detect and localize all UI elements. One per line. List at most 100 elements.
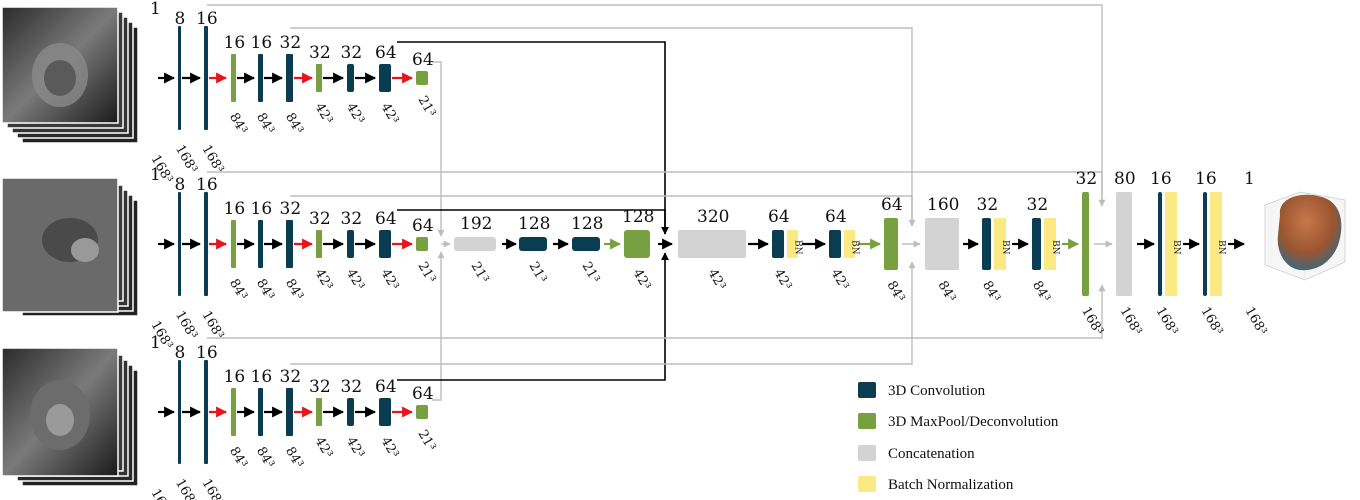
bottleneck-block-0 (454, 237, 496, 251)
decoder-dim-label-2: 42³ (828, 267, 852, 293)
encoder3-dim-label-5: 84³ (282, 445, 306, 471)
encoder1-dim-label-7: 42³ (343, 101, 367, 127)
flow-arrows (158, 72, 1246, 418)
skip-black-bottom (397, 252, 669, 381)
decoder-block-2 (829, 230, 841, 258)
bottleneck-block-1 (519, 237, 547, 251)
skip-84-middle (290, 195, 913, 226)
batchnorm-label-2: BN (850, 240, 860, 255)
encoder1-conv-block-7 (347, 64, 354, 92)
decoder-channel-label-9: 16 (1150, 169, 1172, 189)
decoder-channel-label-5: 32 (977, 195, 999, 215)
output-3d-segmentation (1264, 191, 1346, 281)
decoder-dim-label-6: 84³ (1029, 279, 1053, 305)
legend-swatch-2 (858, 445, 876, 461)
batchnorm-label-5: BN (1000, 240, 1010, 255)
encoder1-channel-label-0: 1 (150, 0, 161, 19)
decoder-dim-label-8: 168³ (1117, 305, 1145, 339)
encoder1-channel-label-2: 16 (196, 9, 218, 29)
encoder1-channel-label-4: 16 (251, 33, 273, 53)
skip-168-middle (207, 171, 1103, 206)
legend-label-3: Batch Normalization (888, 477, 1014, 493)
decoder-channel-label-3: 64 (881, 195, 903, 215)
bottleneck-dim-label-3: 42³ (630, 267, 654, 293)
encoder3-channel-label-8: 64 (375, 377, 397, 397)
encoder3-channel-label-0: 1 (150, 333, 161, 353)
encoder1-channel-label-1: 8 (175, 9, 186, 29)
encoder1-channel-label-9: 64 (412, 50, 434, 70)
decoder-block-7 (1082, 192, 1089, 296)
encoder2-dim-label-9: 21³ (415, 260, 439, 286)
encoder1-pool-block-6 (316, 64, 322, 92)
decoder-block-1 (772, 230, 784, 258)
encoder1-dim-label-5: 84³ (282, 111, 306, 137)
bottleneck-channel-label-1: 128 (518, 214, 550, 234)
decoder-dim-label-5: 84³ (979, 279, 1003, 305)
batchnorm-block-2 (844, 230, 855, 258)
encoder2-dim-label-6: 42³ (312, 267, 336, 293)
encoder1-dim-label-9: 21³ (415, 94, 439, 120)
legend-swatch-0 (858, 382, 876, 398)
encoder2-channel-label-9: 64 (412, 216, 434, 236)
encoder3-conv-block-8 (379, 398, 391, 426)
decoder-block-6 (1032, 218, 1041, 270)
decoder-block-8 (1116, 192, 1132, 296)
encoder3-dim-label-7: 42³ (343, 435, 367, 461)
decoder-block-0 (678, 230, 746, 258)
encoder3-dim-label-8: 42³ (378, 435, 402, 461)
decoder-channel-label-4: 160 (927, 195, 959, 215)
encoder2-channel-label-5: 32 (280, 199, 302, 219)
encoder1-pool-block-3 (231, 54, 236, 102)
encoder3-channel-label-9: 64 (412, 384, 434, 404)
encoder2-conv-block-8 (379, 230, 391, 258)
encoder3-channel-label-7: 32 (341, 377, 363, 397)
encoder1-dim-label-4: 84³ (253, 111, 277, 137)
decoder-block-11 (1248, 192, 1250, 296)
encoder3-conv-block-7 (347, 398, 354, 426)
batchnorm-block-6 (1044, 218, 1056, 270)
decoder-block-5 (982, 218, 991, 270)
encoder3-conv-block-5 (286, 388, 293, 436)
encoder3-dim-label-3: 84³ (226, 445, 250, 471)
input-image-stack-axial (1, 6, 139, 144)
batchnorm-label-10: BN (1216, 240, 1226, 255)
encoder2-pool-block-3 (231, 220, 236, 268)
encoder3-conv-block-4 (258, 388, 263, 436)
encoder1-channel-label-7: 32 (341, 43, 363, 63)
decoder-channel-label-6: 32 (1027, 195, 1049, 215)
decoder-block-9 (1158, 192, 1162, 296)
encoder1-pool-block-9 (416, 71, 428, 85)
encoder3-dim-label-1: 168³ (172, 477, 200, 500)
encoder3-pool-block-6 (316, 398, 322, 426)
bottleneck-dim-label-1: 21³ (526, 260, 550, 286)
decoder-dim-label-4: 84³ (935, 279, 959, 305)
batchnorm-label-1: BN (793, 240, 803, 255)
encoder2-channel-label-3: 16 (224, 199, 246, 219)
encoder2-channel-label-2: 16 (196, 175, 218, 195)
encoder2-dim-label-1: 168³ (172, 309, 200, 343)
encoder2-dim-label-3: 84³ (226, 277, 250, 303)
decoder-block-10 (1203, 192, 1207, 296)
input-image-stack-sagittal (1, 177, 139, 317)
encoder2-conv-block-5 (286, 220, 293, 268)
decoder-channel-label-10: 16 (1195, 169, 1217, 189)
decoder-dim-label-10: 168³ (1198, 305, 1226, 339)
bottleneck-block-3 (624, 230, 650, 258)
input-image-stack-coronal (1, 347, 139, 487)
encoder3-dim-label-9: 21³ (415, 428, 439, 454)
bottleneck-channel-label-3: 128 (622, 207, 654, 227)
encoder3-conv-block-2 (204, 360, 208, 464)
encoder1-conv-block-4 (258, 54, 263, 102)
encoder2-channel-label-7: 32 (341, 209, 363, 229)
encoder3-channel-label-2: 16 (196, 343, 218, 363)
legend-label-1: 3D MaxPool/Deconvolution (888, 414, 1059, 430)
encoder3-dim-label-4: 84³ (253, 445, 277, 471)
batchnorm-block-9 (1165, 192, 1177, 296)
encoder3-conv-block-1 (178, 360, 181, 464)
encoder2-dim-label-8: 42³ (378, 267, 402, 293)
encoder2-dim-label-7: 42³ (343, 267, 367, 293)
encoder3-channel-label-1: 8 (175, 343, 186, 363)
skip-168-top (207, 4, 1106, 207)
